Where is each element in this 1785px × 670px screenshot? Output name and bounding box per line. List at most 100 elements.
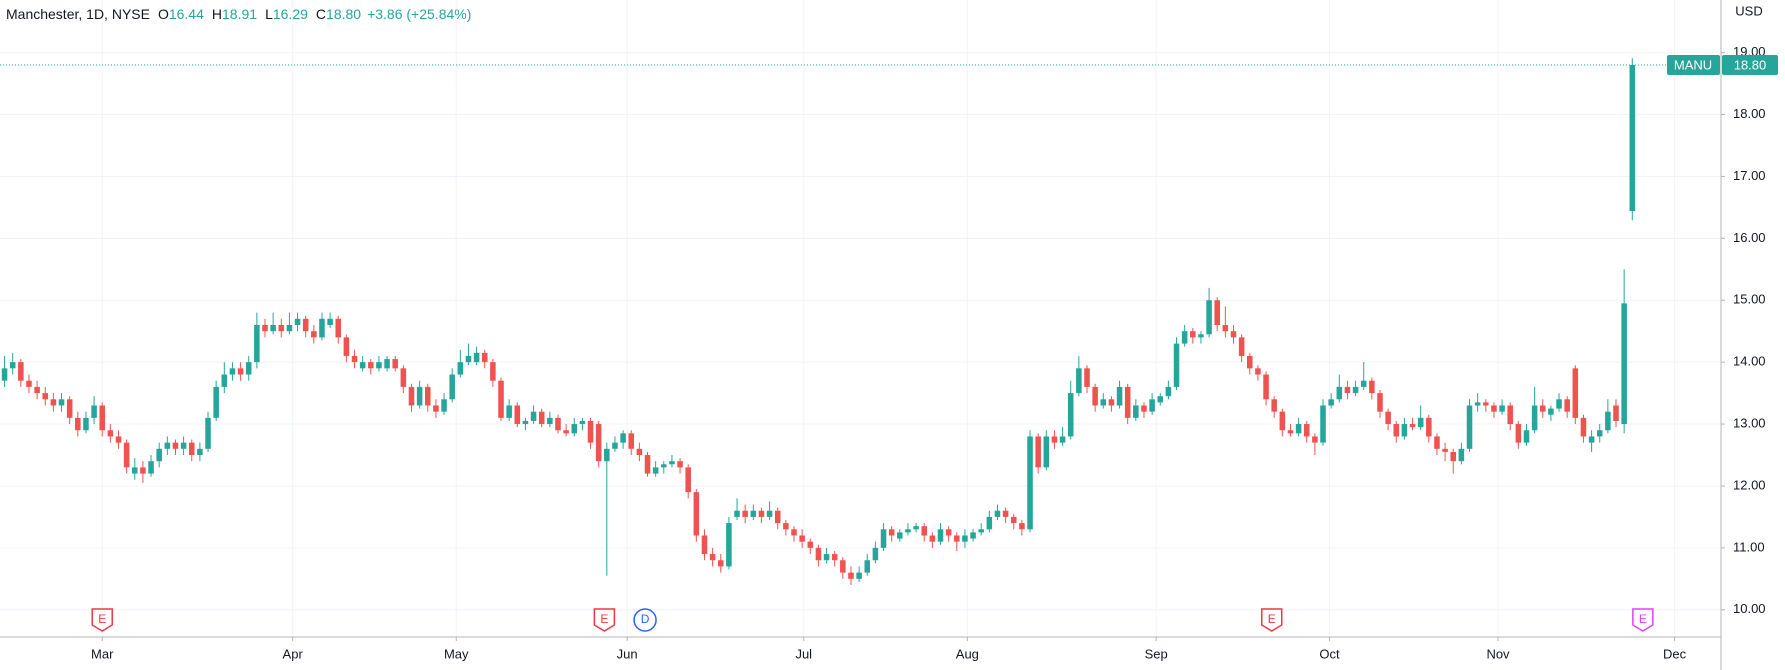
candle-body	[1312, 436, 1318, 443]
candle-body	[994, 510, 1001, 517]
candle-body	[83, 417, 89, 431]
event-marker	[1632, 608, 1654, 632]
candle-body	[962, 535, 968, 542]
candle-body	[343, 337, 350, 356]
candle-body	[99, 405, 105, 431]
candle-body	[319, 318, 325, 338]
candle-body	[9, 362, 16, 369]
ohlc-value: 16.44	[169, 6, 204, 22]
candle-body	[465, 355, 472, 363]
candle-body	[34, 386, 40, 394]
candle-body	[1507, 405, 1513, 425]
candle-body	[726, 523, 732, 567]
candle-body	[335, 318, 342, 338]
candle-body	[734, 510, 740, 517]
candle-body	[213, 386, 219, 418]
candle-body	[1279, 411, 1286, 431]
candle-body	[1206, 300, 1212, 335]
candle-body	[986, 516, 993, 530]
x-tick-label: Apr	[283, 646, 304, 661]
candle-body	[1434, 436, 1440, 449]
candle-body	[913, 526, 919, 530]
candle-body	[538, 411, 545, 425]
candle-body	[1442, 448, 1448, 452]
candle-body	[1385, 411, 1391, 425]
y-tick-label: 10.00	[1733, 601, 1766, 616]
candle-body	[530, 411, 537, 421]
candle-body	[115, 436, 122, 443]
candle-body	[75, 417, 81, 431]
symbol-tag-label: MANU	[1674, 57, 1712, 72]
candle-body	[1165, 386, 1172, 397]
currency-label: USD	[1735, 3, 1762, 18]
candle-body	[237, 368, 244, 375]
candle-body	[848, 572, 854, 579]
candle-body	[270, 325, 276, 332]
candle-body	[205, 417, 211, 449]
ohlc-name: O	[158, 6, 169, 22]
candle-body	[416, 386, 423, 406]
candle-body	[970, 532, 976, 539]
candle-body	[1344, 386, 1351, 394]
candle-body	[563, 430, 569, 434]
event-label: E	[98, 612, 106, 626]
candle-body	[449, 374, 455, 400]
candle-body	[1198, 334, 1204, 338]
candle-body	[766, 510, 773, 517]
candle-body	[1035, 436, 1041, 468]
candle-body	[880, 529, 887, 548]
candle-body	[1369, 380, 1375, 394]
candle-body	[490, 362, 496, 381]
candle-body	[693, 492, 700, 536]
candle-body	[221, 374, 228, 387]
candle-body	[254, 325, 260, 363]
x-tick-label: Sep	[1145, 646, 1168, 661]
candle-body	[1149, 399, 1155, 412]
candle-body	[587, 420, 594, 443]
candle-body	[547, 417, 553, 425]
candle-body	[1417, 417, 1424, 428]
candle-body	[1523, 430, 1530, 443]
candle-body	[823, 554, 830, 561]
candle-body	[1564, 399, 1570, 412]
candle-body	[954, 535, 960, 542]
candle-body	[758, 510, 765, 517]
candle-body	[506, 405, 512, 418]
event-marker	[91, 608, 113, 632]
candle-body	[1556, 399, 1562, 409]
candle-body	[717, 560, 724, 567]
candle-body	[1613, 405, 1619, 421]
candle-body	[1010, 516, 1017, 524]
candle-body	[180, 442, 187, 449]
event-label: E	[1268, 612, 1276, 626]
candle-body	[1124, 386, 1131, 418]
candle-body	[807, 541, 814, 548]
candle-body	[18, 362, 24, 381]
candle-body	[1027, 436, 1033, 530]
candle-body	[1222, 325, 1229, 332]
candle-body	[400, 368, 407, 387]
candle-body	[1303, 424, 1310, 437]
candle-body	[1605, 411, 1611, 431]
candle-body	[1100, 399, 1107, 406]
candle-body	[66, 399, 73, 418]
candle-body	[368, 362, 374, 369]
candle-body	[294, 318, 301, 325]
candle-body	[1483, 402, 1489, 406]
candle-body	[522, 420, 529, 425]
candle-body	[1295, 424, 1302, 434]
ohlc-value: 18.80	[326, 6, 361, 22]
candle-body	[1271, 399, 1277, 412]
candle-body	[425, 386, 431, 406]
candle-body	[245, 362, 252, 375]
candle-body	[1531, 405, 1538, 431]
y-tick-label: 11.00	[1733, 539, 1765, 554]
candle-body	[1336, 386, 1343, 400]
candle-body	[595, 424, 602, 462]
candle-body	[929, 535, 936, 542]
candle-body	[652, 467, 659, 474]
candle-body	[473, 352, 480, 363]
candle-body	[888, 529, 895, 536]
